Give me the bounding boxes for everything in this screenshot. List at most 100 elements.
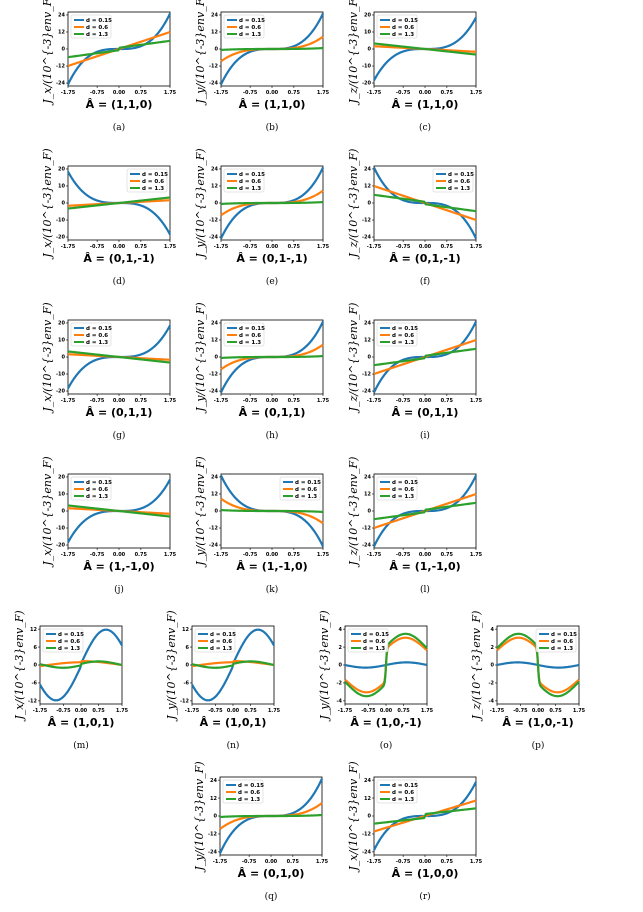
x-axis-label: Â = (0,1-,1)	[236, 252, 307, 265]
subplot-i: 24 12 0 -12 -24 -1.75 -0.75 0.00 0.75 1.75 J_z/(10…	[347, 303, 483, 441]
x-tick-label: 0.00	[419, 859, 432, 865]
y-axis-label: J_z/(10^{-3}env_F)	[347, 0, 360, 105]
x-tick-label: -1.75	[214, 552, 229, 558]
x-axis-label: Â = (1,0,1)	[200, 716, 267, 729]
x-tick-label: 0.00	[380, 708, 393, 714]
y-tick-label: 24	[364, 475, 371, 481]
x-tick-label: 0.75	[135, 552, 148, 558]
series-line-3	[373, 501, 477, 521]
y-axis-label: J_y/(10^{-3}env_F)	[194, 456, 207, 567]
y-tick-label: 0	[215, 355, 219, 361]
x-tick-label: 0.75	[441, 859, 454, 865]
legend-entry: d = 0.15	[86, 480, 112, 486]
subplot-caption: (e)	[266, 276, 278, 287]
x-axis-label: Â = (1,1,0)	[239, 98, 306, 111]
x-tick-label: 1.75	[164, 552, 177, 558]
x-tick-label: 1.75	[164, 244, 177, 250]
subplot-caption: (a)	[113, 122, 125, 133]
y-axis-label: J_y/(10^{-3}env_F)	[165, 610, 178, 721]
y-tick-label: 24	[364, 167, 371, 173]
x-tick-label: 0.00	[266, 398, 279, 404]
y-tick-label: 10	[58, 492, 65, 498]
y-tick-label: 10	[58, 184, 65, 190]
y-tick-label: 0	[215, 509, 219, 515]
y-tick-label: 12	[211, 492, 218, 498]
y-tick-label: 20	[364, 13, 371, 19]
legend-entry: d = 1.3	[210, 646, 232, 652]
series-line-3	[67, 350, 171, 364]
legend-entry: d = 0.6	[392, 487, 414, 493]
subplot-r: 24 12 0 -12 -24 -1.75 -0.75 0.00 0.75 1.75 J_x/(10…	[347, 761, 483, 902]
x-axis-label: Â = (1,-1,0)	[389, 560, 460, 573]
legend-entry: d = 1.3	[238, 797, 260, 803]
x-tick-label: -0.75	[396, 90, 411, 96]
x-tick-label: 1.75	[470, 859, 483, 865]
y-tick-label: 12	[58, 30, 65, 36]
subplot-k: 24 12 0 -12 -24 -1.75 -0.75 0.00 0.75 1.75 J_y/(10…	[194, 456, 330, 595]
x-tick-label: -1.75	[214, 244, 229, 250]
x-tick-label: -0.75	[90, 244, 105, 250]
legend: d = 0.15d = 0.6d = 1.3	[70, 14, 112, 39]
x-tick-label: 1.75	[164, 398, 177, 404]
x-tick-label: 0.00	[266, 552, 279, 558]
x-tick-label: 0.00	[419, 90, 432, 96]
y-tick-label: 0	[62, 355, 66, 361]
y-tick-label: 0	[368, 509, 372, 515]
series-line-3	[67, 39, 171, 59]
x-tick-label: -0.75	[243, 244, 258, 250]
y-tick-label: -20	[56, 543, 66, 549]
subplot-caption: (b)	[266, 122, 279, 133]
x-tick-label: 1.75	[116, 708, 129, 714]
legend-entry: d = 0.15	[392, 326, 418, 332]
x-tick-label: -0.75	[90, 398, 105, 404]
y-tick-label: 0	[368, 355, 372, 361]
y-axis-label: J_y/(10^{-3}env_F)	[194, 0, 207, 106]
x-tick-label: 0.00	[419, 552, 432, 558]
x-tick-label: 1.75	[317, 244, 330, 250]
y-tick-label: 12	[211, 30, 218, 36]
y-tick-label: -10	[56, 218, 66, 224]
x-tick-label: 0.75	[441, 90, 454, 96]
x-tick-label: -1.75	[61, 244, 76, 250]
legend: d = 0.15d = 0.6d = 1.3	[223, 14, 265, 39]
y-tick-label: -24	[209, 389, 219, 395]
legend-entry: d = 1.3	[551, 646, 573, 652]
legend-entry: d = 0.6	[551, 639, 573, 645]
legend-entry: d = 1.3	[86, 340, 108, 346]
y-tick-label: -20	[362, 81, 372, 87]
legend-entry: d = 0.6	[392, 790, 414, 796]
y-axis-label: J_z/(10^{-3}env_F)	[347, 149, 360, 260]
legend-entry: d = 0.6	[392, 333, 414, 339]
y-tick-label: 4	[339, 627, 343, 633]
y-tick-label: 12	[30, 627, 37, 633]
x-tick-label: -1.75	[367, 859, 382, 865]
x-tick-label: 0.75	[288, 244, 301, 250]
x-tick-label: 0.00	[266, 244, 279, 250]
x-tick-label: -0.75	[242, 859, 257, 865]
y-tick-label: 10	[58, 338, 65, 344]
legend-entry: d = 0.6	[295, 487, 317, 493]
x-tick-label: 1.75	[470, 244, 483, 250]
legend-entry: d = 0.6	[86, 333, 108, 339]
y-tick-label: 20	[58, 321, 65, 327]
y-tick-label: -12	[362, 372, 372, 378]
series-line-3	[67, 504, 171, 518]
legend: d = 0.15d = 0.6d = 1.3	[279, 476, 321, 501]
y-axis-label: J_x/(10^{-3}env_F)	[13, 610, 26, 721]
series-line-3	[220, 200, 324, 206]
series-line-3	[191, 660, 275, 669]
series-line-3	[220, 46, 324, 52]
subplot-e: 24 12 0 -12 -24 -1.75 -0.75 0.00 0.75 1.75 J_y/(10…	[194, 148, 330, 287]
legend-entry: d = 0.15	[239, 326, 265, 332]
legend-entry: d = 1.3	[363, 646, 385, 652]
x-tick-label: -1.75	[367, 552, 382, 558]
series-line-3	[373, 347, 477, 367]
subplot-q: 24 12 0 -12 -24 -1.75 -0.75 0.00 0.75 1.75 J_y/(10…	[193, 761, 329, 902]
legend-entry: d = 1.3	[239, 32, 261, 38]
series-line-3	[344, 632, 428, 698]
legend-entry: d = 1.3	[392, 340, 414, 346]
y-tick-label: 20	[58, 167, 65, 173]
y-axis-label: J_y/(10^{-3}env_F)	[193, 761, 206, 872]
legend-entry: d = 0.6	[363, 639, 385, 645]
x-tick-label: 0.00	[532, 708, 545, 714]
